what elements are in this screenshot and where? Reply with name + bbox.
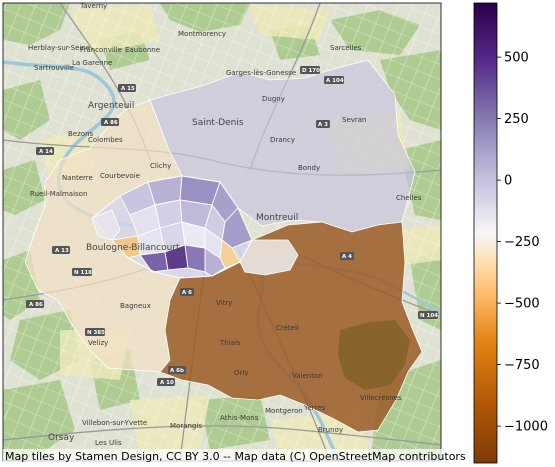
colorbar: 500 250 0 −250 −500 −750 −1000 [473,2,548,464]
road-shield: A 6 [180,288,194,296]
bois-de-boulogne [91,209,121,241]
place-label: Morangis [170,422,202,430]
svg-text:A 4: A 4 [342,254,352,260]
place-label: Villebon-sur-Yvette [82,419,147,427]
road-shields: A 15 A 14 A 86 D 170 A 104 A 3 N 118 N 3… [26,66,438,386]
colorbar-tick-label: −750 [504,358,540,373]
place-label: Sartrouville [34,64,74,72]
svg-text:A 86: A 86 [104,120,118,126]
attribution-text: Map tiles by Stamen Design, CC BY 3.0 --… [5,450,466,463]
road-shield: A 3 [316,120,330,128]
road-shield: A 86 [101,118,119,126]
place-label: Courbevoie [100,172,140,180]
road-shield: N 104 [418,311,438,319]
svg-text:A 13: A 13 [55,248,69,254]
road-shield: D 170 [300,66,320,74]
svg-text:A 104: A 104 [326,78,344,84]
colorbar-tick-label: 0 [504,174,512,189]
place-label: Sevran [342,116,367,124]
svg-text:D 170: D 170 [302,68,320,74]
place-label: Villecresnes [360,394,402,402]
place-labels: Taverny Herblay-sur-Seine Franconville E… [28,2,422,447]
road-shield: A 15 [118,84,136,92]
place-label: Rueil-Malmaison [30,190,87,198]
road-shield: A 10 [157,378,175,386]
road-shield: A 4 [340,252,354,260]
place-label: Athis-Mons [220,414,259,422]
place-label: Chelles [396,194,422,202]
place-label: Colombes [88,136,123,144]
place-label: Garges-lès-Gonesse [226,69,296,77]
place-label: Argenteuil [88,101,134,111]
place-label: Boulogne-Billancourt [86,243,180,253]
svg-text:N 385: N 385 [87,330,105,336]
place-label: Sarcelles [330,44,362,52]
svg-text:A 10: A 10 [160,380,174,386]
place-label: Clichy [150,162,171,170]
svg-text:A 6b: A 6b [170,368,184,374]
svg-text:N 118: N 118 [74,270,92,276]
place-label: Franconville [80,46,122,54]
svg-text:A 6: A 6 [182,290,192,296]
place-label: Bondy [298,164,320,172]
svg-text:A 86: A 86 [29,302,43,308]
place-label: Montmorency [178,30,226,38]
colorbar-ticks: 500 250 0 −250 −500 −750 −1000 [497,51,548,435]
place-label: Bagneux [120,302,151,310]
road-shield: A 14 [36,147,54,155]
place-label: Les Ulis [95,439,122,447]
colorbar-gradient [473,2,498,464]
place-label: Yerres [303,404,325,412]
place-label: Thiais [219,339,241,347]
colorbar-tick-label: −500 [504,297,540,312]
place-label: Herblay-sur-Seine [28,44,90,52]
place-label: Orly [234,369,248,377]
road-shield: N 118 [72,268,92,276]
place-label: Brunoy [318,426,343,434]
svg-text:A 3: A 3 [318,122,328,128]
svg-text:A 15: A 15 [121,86,135,92]
place-label: Eaubonne [125,46,160,54]
place-label: Saint-Denis [192,118,244,128]
road-shield: A 104 [324,76,344,84]
place-label: Drancy [270,136,295,144]
road-shield: A 6b [168,366,186,374]
region-val-de-marne-east-dark [338,320,410,390]
road-shield: A 13 [52,246,70,254]
colorbar-tick-label: −250 [504,235,540,250]
colorbar-tick-label: 250 [504,112,529,127]
bois-de-vincennes [239,239,299,276]
choropleth-regions [24,59,423,433]
place-label: Velizy [88,339,108,347]
svg-text:N 104: N 104 [420,313,438,319]
place-label: Dugny [262,95,285,103]
place-label: Taverny [79,2,107,10]
paris-arrondissements [111,175,253,277]
place-label: La Garenne [72,59,112,67]
attribution-background [3,449,473,463]
place-label: Bezons [68,130,94,138]
svg-text:A 14: A 14 [39,149,53,155]
place-label: Montgeron [265,407,303,415]
road-shield: N 385 [85,328,105,336]
place-label: Créteil [276,324,299,332]
place-label: Montreuil [256,213,298,223]
place-label: Valenton [292,372,323,380]
colorbar-tick-label: 500 [504,51,529,66]
place-label: Orsay [48,433,75,443]
road-shield: A 86 [26,300,44,308]
place-label: Nanterre [62,174,93,182]
place-label: Vitry [216,299,232,307]
colorbar-tick-label: −1000 [504,420,548,435]
